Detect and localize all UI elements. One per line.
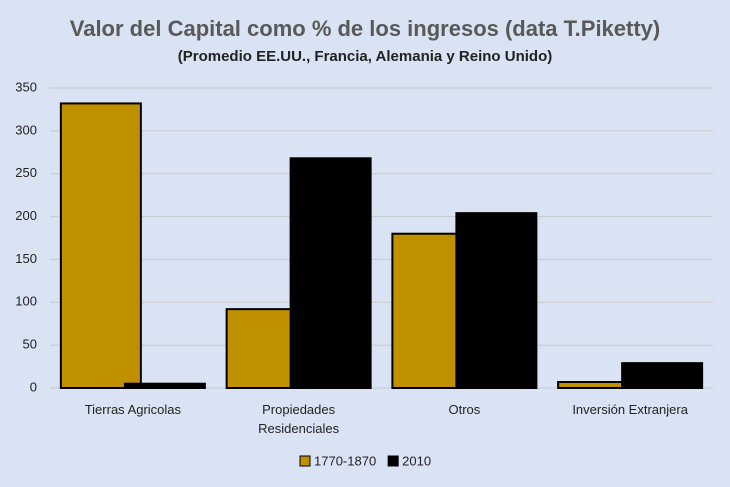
x-tick-label: Tierras Agricolas — [84, 402, 182, 417]
bar — [59, 102, 142, 390]
y-tick-label: 250 — [15, 165, 37, 180]
bar — [621, 362, 704, 389]
bar — [123, 382, 206, 390]
y-tick-label: 0 — [30, 379, 37, 394]
chart-subtitle: (Promedio EE.UU., Francia, Alemania y Re… — [178, 48, 553, 65]
x-tick-label: Inversión Extranjera — [572, 402, 688, 417]
legend-label: 2010 — [402, 453, 431, 468]
y-tick-label: 200 — [15, 208, 37, 223]
y-tick-label: 150 — [15, 251, 37, 266]
bar — [455, 212, 538, 389]
y-tick-label: 300 — [15, 122, 37, 137]
y-tick-label: 100 — [15, 294, 37, 309]
legend-swatch — [387, 455, 399, 467]
legend-swatch — [299, 455, 311, 467]
bar — [289, 157, 372, 389]
x-tick-label: Propiedades Residenciales — [258, 402, 340, 436]
y-tick-label: 350 — [15, 79, 37, 94]
x-tick-label: Otros — [448, 402, 481, 417]
chart-title: Valor del Capital como % de los ingresos… — [70, 16, 661, 41]
legend-label: 1770-1870 — [314, 453, 376, 468]
y-tick-label: 50 — [23, 337, 37, 352]
